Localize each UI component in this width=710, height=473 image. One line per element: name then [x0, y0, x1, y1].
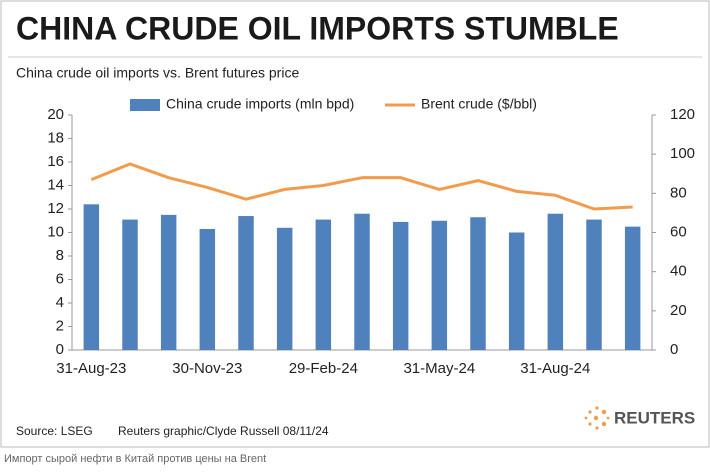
bar [83, 204, 100, 350]
bar [586, 219, 602, 350]
y2-tick-label: 0 [670, 341, 678, 358]
credit: Reuters graphic/Clyde Russell 08/11/24 [118, 424, 329, 438]
line [90, 162, 633, 211]
bar [315, 219, 332, 350]
y2-tick-label: 40 [670, 263, 687, 280]
bar [431, 220, 448, 350]
x-tick-label: 29-Feb-24 [289, 360, 358, 377]
y-tick-label: 14 [47, 176, 64, 193]
y-tick-label: 8 [56, 247, 64, 264]
x-tick-label: 31-May-24 [403, 360, 475, 377]
legend-label: China crude imports (mln bpd) [166, 96, 354, 112]
y-tick-label: 6 [56, 270, 64, 287]
x-tick-label: 31-Aug-24 [520, 360, 590, 377]
y-tick-label: 0 [56, 341, 64, 358]
chart-title: CHINA CRUDE OIL IMPORTS STUMBLE [16, 10, 619, 46]
x-tick-label: 30-Nov-23 [172, 360, 242, 377]
y2-tick-label: 80 [670, 184, 687, 201]
caption: Импорт сырой нефти в Китай против цены н… [4, 453, 266, 465]
y-tick-label: 20 [47, 106, 64, 123]
legend-label: Brent crude ($/bbl) [421, 96, 537, 112]
y2-tick-label: 60 [670, 223, 687, 240]
y2-tick-label: 100 [670, 145, 695, 162]
y2-tick-label: 20 [670, 302, 687, 319]
bar [547, 213, 564, 350]
bar [508, 232, 525, 350]
y-tick-label: 4 [56, 294, 64, 311]
y2-tick-label: 120 [670, 106, 695, 123]
y-tick-label: 10 [47, 223, 64, 240]
bar [122, 219, 138, 350]
y-tick-label: 18 [47, 129, 64, 146]
y-tick-label: 16 [47, 153, 64, 170]
logo-icon [584, 406, 610, 430]
bar [276, 227, 293, 350]
source: Source: LSEG [16, 424, 93, 438]
bar [470, 217, 486, 350]
bar [354, 213, 370, 350]
y-tick-label: 2 [56, 317, 64, 334]
bar [238, 216, 254, 350]
chart-subtitle: China crude oil imports vs. Brent future… [16, 65, 299, 81]
bar [624, 226, 641, 350]
bar [199, 228, 216, 350]
bar [392, 221, 409, 350]
y-tick-label: 12 [47, 200, 64, 217]
legend-swatch [130, 99, 160, 111]
bar [160, 214, 177, 350]
x-tick-label: 31-Aug-23 [56, 360, 126, 377]
logo-text: REUTERS [614, 408, 695, 427]
